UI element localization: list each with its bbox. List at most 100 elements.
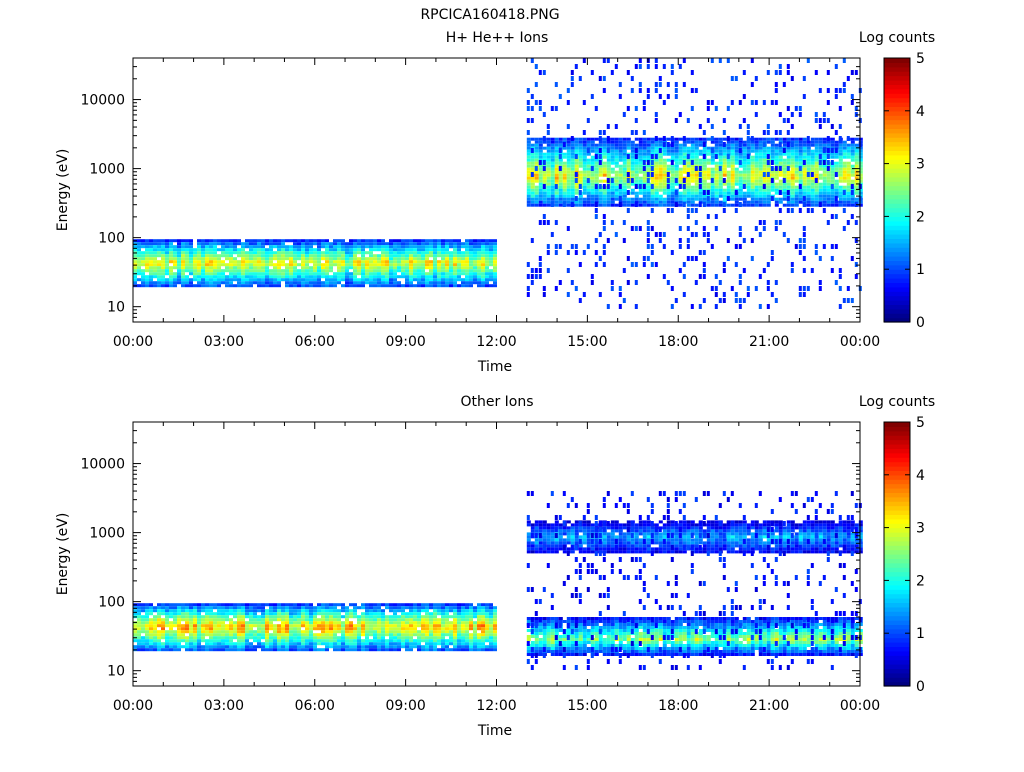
heatmap-cell bbox=[635, 171, 639, 174]
heatmap-cell bbox=[209, 278, 213, 281]
heatmap-cell bbox=[201, 624, 205, 627]
heatmap-cell bbox=[489, 263, 493, 266]
heatmap-cell bbox=[779, 208, 782, 213]
heatmap-cell bbox=[341, 239, 345, 242]
heatmap-cells bbox=[133, 58, 863, 309]
heatmap-cell bbox=[141, 239, 145, 242]
heatmap-cell bbox=[739, 195, 743, 198]
heatmap-cell bbox=[485, 242, 489, 245]
heatmap-cell bbox=[173, 254, 177, 257]
heatmap-cell bbox=[493, 260, 497, 263]
heatmap-cell bbox=[329, 636, 333, 639]
heatmap-cell bbox=[823, 153, 827, 156]
heatmap-cell bbox=[149, 612, 153, 615]
heatmap-cell bbox=[615, 156, 619, 159]
heatmap-cell bbox=[265, 636, 269, 639]
heatmap-cell bbox=[157, 603, 161, 606]
heatmap-cell bbox=[543, 184, 546, 189]
heatmap-cell bbox=[555, 174, 559, 177]
heatmap-cell bbox=[659, 189, 663, 192]
heatmap-cell bbox=[775, 186, 779, 189]
heatmap-cell bbox=[691, 147, 695, 150]
heatmap-cell bbox=[847, 180, 851, 183]
heatmap-cell bbox=[397, 269, 401, 272]
heatmap-cell bbox=[799, 153, 803, 156]
heatmap-cell bbox=[405, 266, 409, 269]
heatmap-cell bbox=[477, 269, 481, 272]
heatmap-cell bbox=[627, 198, 631, 201]
heatmap-cell bbox=[547, 130, 550, 135]
heatmap-cell bbox=[603, 244, 606, 249]
heatmap-cell bbox=[751, 201, 755, 204]
heatmap-cell bbox=[369, 284, 373, 287]
heatmap-cell bbox=[759, 153, 763, 156]
heatmap-cell bbox=[543, 180, 547, 183]
heatmap-cell bbox=[133, 281, 137, 284]
heatmap-cell bbox=[205, 642, 209, 645]
heatmap-cell bbox=[559, 154, 562, 159]
heatmap-cell bbox=[333, 257, 337, 260]
heatmap-cell bbox=[345, 266, 349, 269]
heatmap-cell bbox=[755, 112, 758, 117]
heatmap-cell bbox=[751, 204, 755, 207]
heatmap-cell bbox=[461, 266, 465, 269]
heatmap-cell bbox=[277, 245, 281, 248]
heatmap-cell bbox=[571, 82, 574, 87]
heatmap-cell bbox=[531, 144, 535, 147]
heatmap-cell bbox=[373, 260, 377, 263]
heatmap-cell bbox=[309, 278, 313, 281]
heatmap-cell bbox=[567, 292, 570, 297]
heatmap-cell bbox=[759, 174, 763, 177]
heatmap-cell bbox=[699, 202, 702, 207]
heatmap-cell bbox=[563, 156, 567, 159]
heatmap-cell bbox=[373, 633, 377, 636]
heatmap-cell bbox=[329, 609, 333, 612]
heatmap-cell bbox=[563, 180, 567, 183]
heatmap-cell bbox=[465, 239, 469, 242]
heatmap-cell bbox=[337, 636, 341, 639]
heatmap-cell bbox=[241, 269, 245, 272]
heatmap-cell bbox=[313, 278, 317, 281]
heatmap-cell bbox=[325, 257, 329, 260]
heatmap-cell bbox=[759, 141, 763, 144]
heatmap-cell bbox=[273, 263, 277, 266]
heatmap-cell bbox=[209, 251, 213, 254]
heatmap-cell bbox=[807, 183, 811, 186]
heatmap-cell bbox=[381, 248, 385, 251]
heatmap-cell bbox=[799, 138, 803, 141]
heatmap-cell bbox=[353, 624, 357, 627]
heatmap-cell bbox=[201, 648, 205, 651]
heatmap-cell bbox=[173, 648, 177, 651]
heatmap-cell bbox=[611, 178, 614, 183]
heatmap-cell bbox=[437, 254, 441, 257]
heatmap-cell bbox=[213, 624, 217, 627]
heatmap-cell bbox=[699, 195, 703, 198]
heatmap-cell bbox=[205, 618, 209, 621]
heatmap-cell bbox=[209, 254, 213, 257]
heatmap-cell bbox=[213, 269, 217, 272]
heatmap-cell bbox=[751, 141, 755, 144]
heatmap-cell bbox=[547, 201, 551, 204]
heatmap-cell bbox=[385, 272, 389, 275]
heatmap-cell bbox=[385, 269, 389, 272]
heatmap-cell bbox=[157, 242, 161, 245]
heatmap-cell bbox=[655, 192, 659, 195]
heatmap-cell bbox=[703, 195, 707, 198]
heatmap-cell bbox=[767, 189, 771, 192]
heatmap-cell bbox=[527, 198, 531, 201]
heatmap-cell bbox=[851, 190, 854, 195]
heatmap-cell bbox=[237, 239, 241, 242]
heatmap-cell bbox=[165, 603, 169, 606]
heatmap-cell bbox=[703, 150, 707, 153]
heatmap-cell bbox=[623, 189, 627, 192]
heatmap-cell bbox=[555, 189, 559, 192]
heatmap-cell bbox=[225, 266, 229, 269]
heatmap-cell bbox=[675, 183, 679, 186]
heatmap-cell bbox=[213, 245, 217, 248]
heatmap-cell bbox=[719, 183, 723, 186]
heatmap-cell bbox=[603, 165, 607, 168]
heatmap-cell bbox=[543, 156, 547, 159]
heatmap-cell bbox=[265, 645, 269, 648]
heatmap-cell bbox=[723, 153, 727, 156]
heatmap-cell bbox=[301, 606, 305, 609]
